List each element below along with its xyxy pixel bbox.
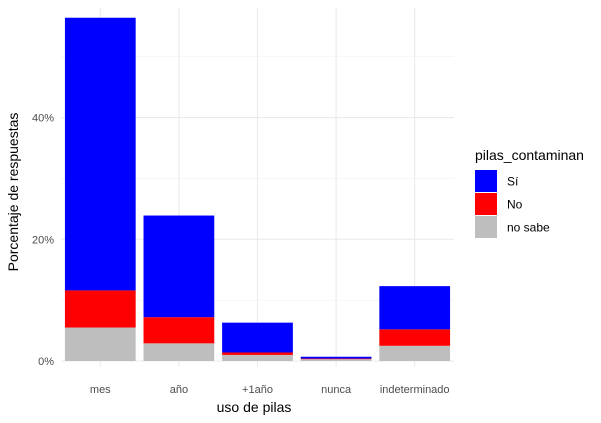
bar-segment bbox=[143, 317, 215, 344]
y-tick-label: 40% bbox=[32, 113, 54, 125]
x-tick-label: año bbox=[170, 384, 188, 396]
legend-label: No bbox=[507, 198, 523, 212]
bar-segment bbox=[143, 343, 215, 361]
bar-segment bbox=[64, 290, 136, 328]
x-axis-ticks: mes año +1año nunca indeterminado bbox=[90, 384, 450, 396]
x-tick-label: nunca bbox=[321, 384, 352, 396]
bar-segment bbox=[143, 215, 215, 318]
legend-key bbox=[475, 193, 497, 215]
x-tick-label: mes bbox=[90, 384, 111, 396]
bar-segment bbox=[300, 356, 372, 359]
bar-segment bbox=[379, 345, 451, 361]
y-tick-label: 0% bbox=[38, 356, 54, 368]
bars bbox=[64, 17, 451, 361]
x-axis-title: uso de pilas bbox=[217, 399, 292, 415]
x-tick-label: indeterminado bbox=[380, 384, 450, 396]
legend-key bbox=[475, 216, 497, 238]
legend-key bbox=[475, 170, 497, 192]
bar-segment bbox=[222, 322, 293, 353]
bar-segment bbox=[222, 354, 293, 361]
y-axis-ticks: 0% 20% 40% bbox=[32, 113, 54, 368]
bar-segment bbox=[379, 329, 451, 346]
legend-label: Sí bbox=[507, 175, 519, 189]
x-tick-label: +1año bbox=[242, 384, 273, 396]
legend-title: pilas_contaminan bbox=[475, 147, 584, 163]
bar-segment bbox=[300, 358, 372, 360]
y-axis-title: Porcentaje de respuestas bbox=[5, 113, 21, 272]
bar-segment bbox=[64, 17, 136, 291]
legend: pilas_contaminan Sí No no sabe bbox=[475, 147, 584, 238]
bar-segment bbox=[300, 359, 372, 361]
bar-segment bbox=[379, 286, 451, 330]
bar-segment bbox=[64, 327, 136, 361]
legend-label: no sabe bbox=[507, 221, 550, 235]
bar-segment bbox=[222, 352, 293, 355]
y-tick-label: 20% bbox=[32, 234, 54, 246]
